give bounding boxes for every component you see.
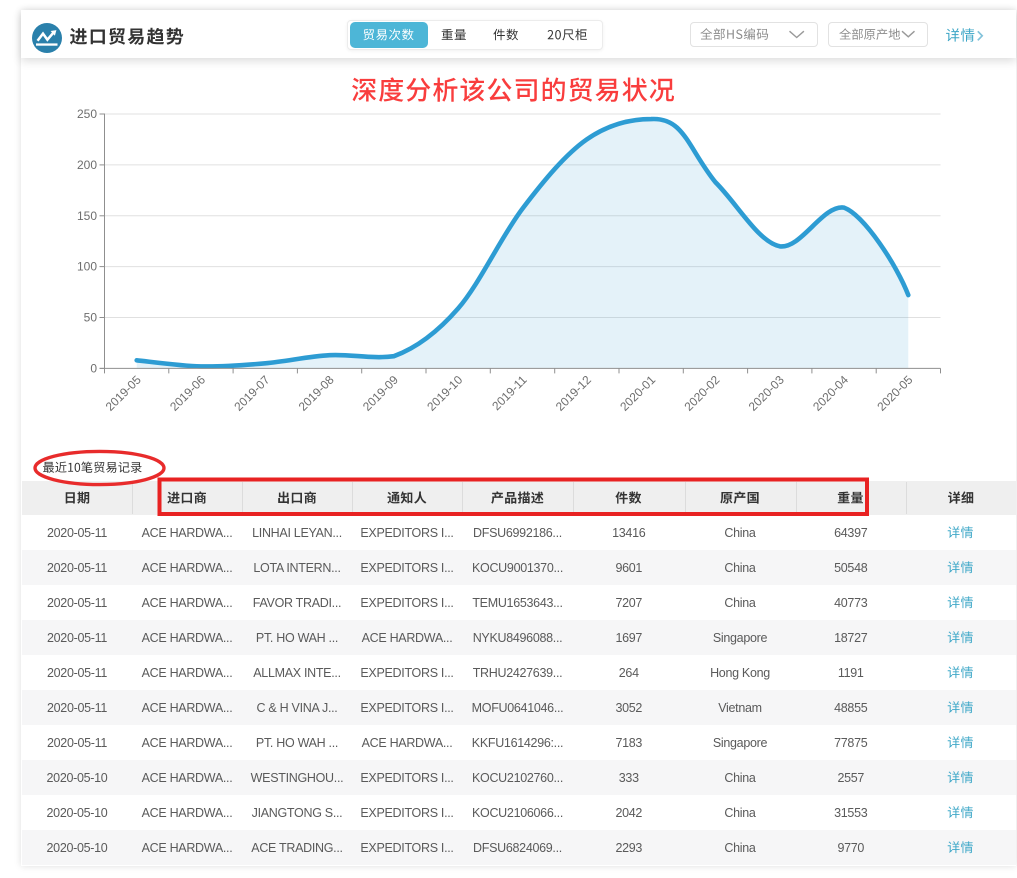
svg-text:2019-05: 2019-05 bbox=[103, 372, 144, 413]
svg-text:2020-04: 2020-04 bbox=[810, 372, 851, 413]
svg-text:200: 200 bbox=[77, 158, 97, 172]
svg-text:2019-12: 2019-12 bbox=[553, 372, 594, 413]
svg-text:2020-01: 2020-01 bbox=[617, 372, 658, 413]
svg-text:2019-06: 2019-06 bbox=[167, 372, 208, 413]
svg-text:50: 50 bbox=[84, 311, 98, 325]
svg-text:2020-02: 2020-02 bbox=[681, 372, 722, 413]
svg-text:2019-08: 2019-08 bbox=[296, 372, 337, 413]
svg-text:2020-05: 2020-05 bbox=[874, 372, 915, 413]
svg-text:2019-10: 2019-10 bbox=[424, 372, 465, 413]
svg-text:2019-07: 2019-07 bbox=[231, 372, 272, 413]
svg-text:150: 150 bbox=[77, 209, 97, 223]
svg-text:250: 250 bbox=[77, 107, 97, 121]
svg-text:100: 100 bbox=[77, 260, 97, 274]
svg-text:2020-03: 2020-03 bbox=[746, 372, 787, 413]
svg-text:2019-11: 2019-11 bbox=[489, 372, 530, 413]
svg-text:0: 0 bbox=[90, 361, 97, 375]
svg-text:2019-09: 2019-09 bbox=[360, 372, 401, 413]
